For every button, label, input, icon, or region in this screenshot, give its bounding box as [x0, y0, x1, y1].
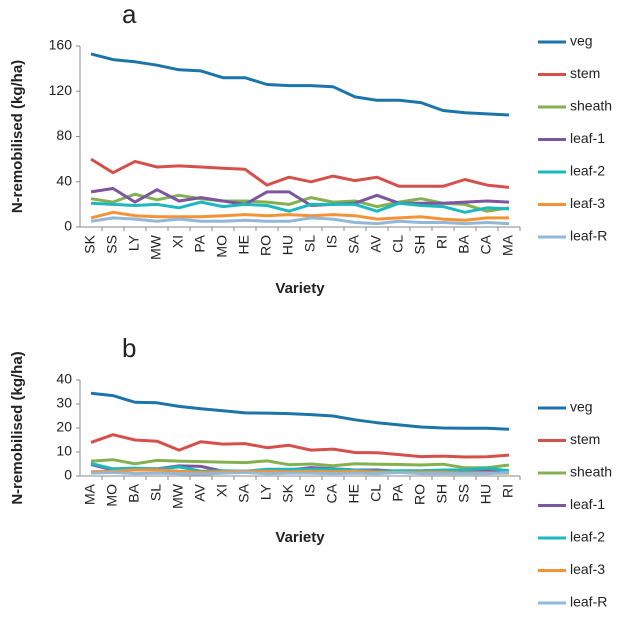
x-tick-label: PA	[192, 234, 208, 252]
y-tick-label: 40	[56, 371, 72, 387]
series-line	[90, 187, 510, 207]
x-tick-label: MO	[214, 235, 230, 258]
legend-label: leaf-3	[570, 561, 605, 577]
series-line	[90, 52, 510, 117]
series-line	[90, 157, 510, 189]
x-tick-label: RI	[500, 484, 516, 498]
legend-label: stem	[570, 431, 600, 447]
y-tick-label: 20	[56, 419, 72, 435]
y-tick-label: 80	[56, 127, 72, 143]
x-tick-label: HU	[280, 235, 296, 255]
x-tick-label: SS	[104, 235, 120, 254]
x-tick-label: XI	[170, 235, 186, 248]
x-tick-label: SA	[236, 483, 252, 502]
x-tick-label: PA	[390, 483, 406, 501]
x-tick-label: CL	[368, 484, 384, 502]
x-tick-label: HE	[236, 235, 252, 254]
x-tick-label: BA	[456, 234, 472, 253]
x-axis-title: Variety	[275, 529, 325, 546]
y-tick-label: 30	[56, 395, 72, 411]
legend-label: sheath	[570, 98, 612, 114]
x-tick-label: SA	[346, 234, 362, 253]
y-tick-label: 120	[49, 82, 73, 98]
x-tick-label: RO	[412, 484, 428, 505]
x-tick-label: SL	[148, 484, 164, 501]
x-tick-label: SH	[434, 484, 450, 503]
legend-label: leaf-1	[570, 496, 605, 512]
series-line	[90, 200, 510, 214]
panel-label: b	[122, 333, 136, 363]
x-tick-label: SH	[412, 235, 428, 254]
legend-label: leaf-1	[570, 130, 605, 146]
x-tick-label: MW	[148, 234, 164, 260]
x-tick-label: CA	[478, 234, 494, 254]
x-tick-label: LY	[126, 234, 142, 251]
x-tick-label: BA	[126, 483, 142, 502]
y-tick-label: 10	[56, 443, 72, 459]
series-line	[90, 458, 510, 470]
legend-label: leaf-R	[570, 594, 607, 610]
series-line	[90, 210, 509, 222]
x-tick-label: MA	[82, 483, 98, 505]
x-tick-label: SS	[456, 484, 472, 503]
x-tick-label: IS	[324, 235, 340, 248]
x-tick-label: SK	[82, 234, 98, 253]
legend-label: sheath	[570, 464, 612, 480]
y-tick-label: 0	[64, 467, 72, 483]
x-tick-label: MO	[104, 484, 120, 507]
x-tick-label: CA	[324, 483, 340, 503]
x-tick-label: RO	[258, 235, 274, 256]
series-line	[90, 433, 510, 459]
y-tick-label: 40	[56, 172, 72, 188]
x-tick-label: SL	[302, 235, 318, 252]
x-tick-label: IS	[302, 484, 318, 497]
x-tick-label: MA	[500, 234, 516, 256]
legend-label: stem	[570, 65, 600, 81]
x-tick-label: LY	[258, 483, 274, 500]
y-axis-title: N-remobilised (kg/ha)	[9, 60, 26, 213]
x-tick-label: SK	[280, 483, 296, 502]
series-line	[90, 391, 510, 431]
x-tick-label: HU	[478, 484, 494, 504]
x-tick-label: RI	[434, 235, 450, 249]
x-tick-label: CL	[390, 235, 406, 253]
y-tick-label: 0	[64, 218, 72, 234]
series-line	[90, 216, 510, 226]
x-tick-label: AV	[368, 234, 384, 252]
y-axis-title: N-remobilised (kg/ha)	[9, 351, 26, 504]
legend-label: veg	[570, 33, 593, 49]
x-tick-label: AV	[192, 483, 208, 501]
x-tick-label: HE	[346, 484, 362, 503]
y-tick-label: 160	[49, 37, 73, 53]
x-tick-label: XI	[214, 484, 230, 497]
panel-label: a	[122, 0, 137, 29]
x-axis-title: Variety	[275, 280, 325, 297]
legend-label: leaf-3	[570, 195, 605, 211]
legend-label: leaf-R	[570, 228, 607, 244]
legend-label: leaf-2	[570, 529, 605, 545]
legend-label: leaf-2	[570, 163, 605, 179]
legend-label: veg	[570, 399, 593, 415]
x-tick-label: MW	[170, 483, 186, 509]
series-line	[90, 470, 510, 476]
